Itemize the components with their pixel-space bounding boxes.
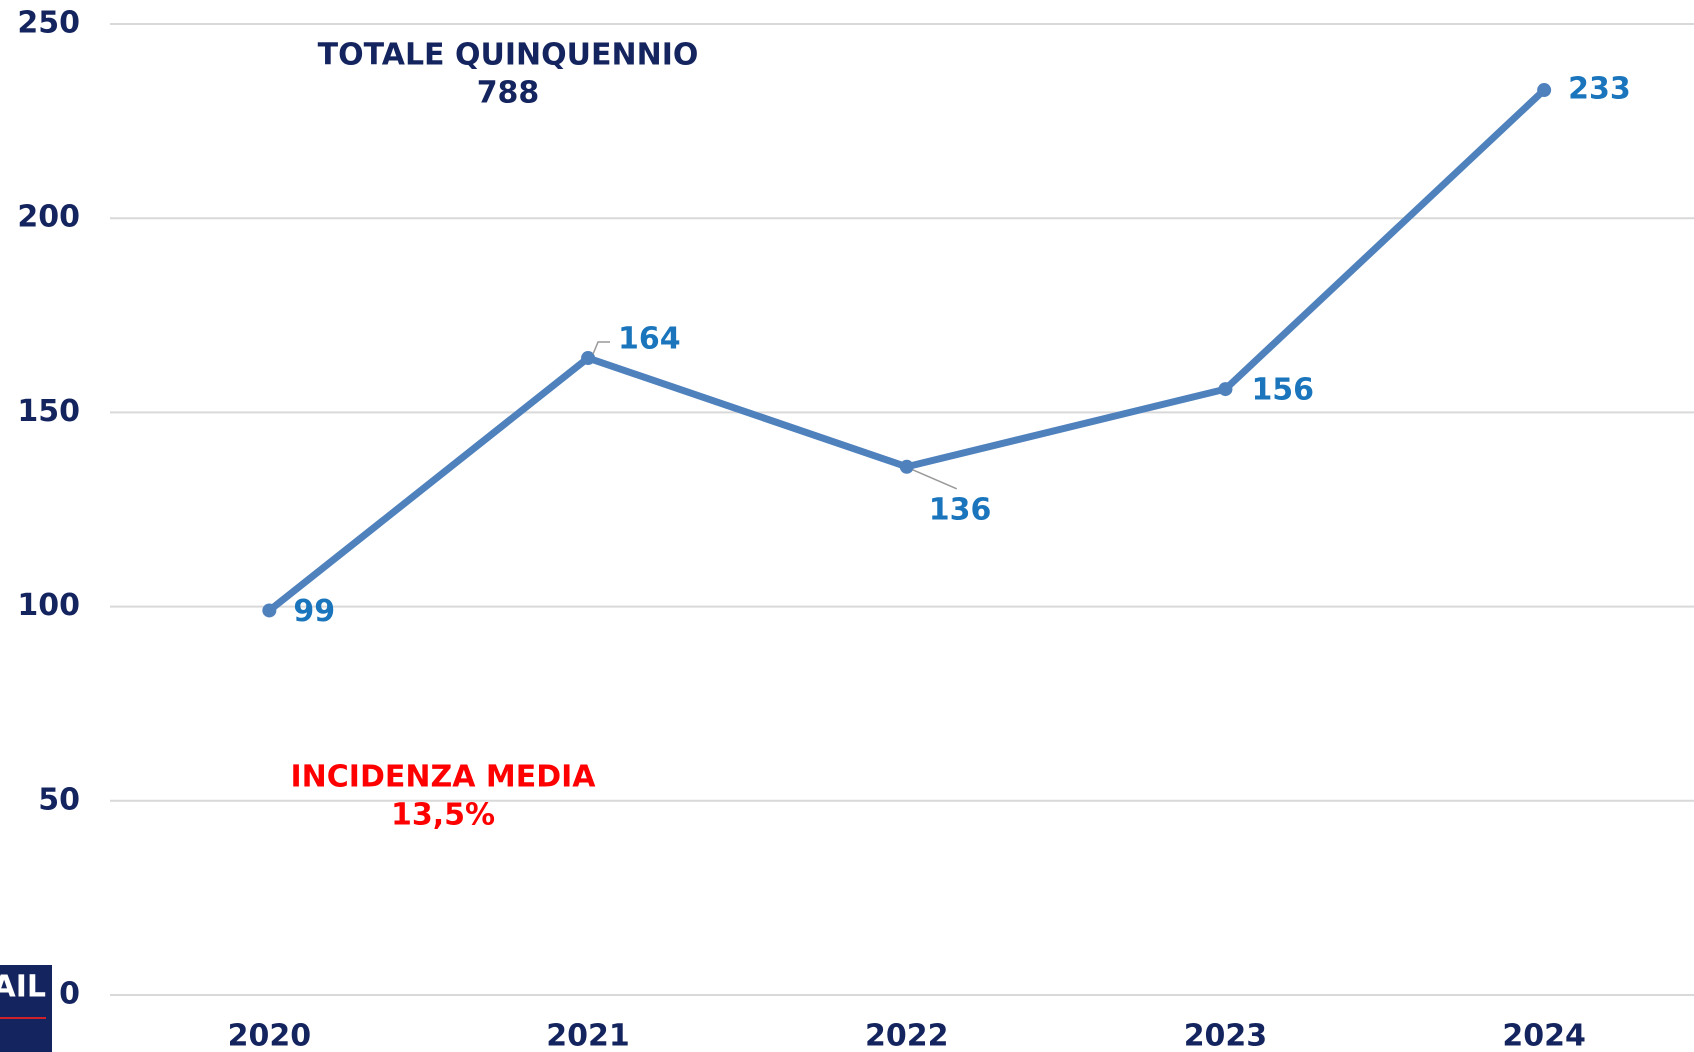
x-tick-label: 2024 bbox=[1502, 1019, 1586, 1052]
y-tick-label: 200 bbox=[17, 200, 80, 235]
data-label: 136 bbox=[929, 492, 992, 527]
x-tick-label: 2022 bbox=[865, 1019, 949, 1052]
data-label: 164 bbox=[618, 322, 681, 357]
data-label: 233 bbox=[1568, 72, 1631, 107]
leader-line bbox=[592, 341, 611, 355]
logo-box bbox=[0, 965, 52, 1052]
annotation-value: 13,5% bbox=[391, 798, 495, 833]
y-tick-label: 150 bbox=[17, 394, 80, 429]
point bbox=[581, 351, 596, 366]
x-tick-label: 2021 bbox=[546, 1019, 630, 1052]
annotation-title: TOTALE QUINQUENNIO bbox=[318, 38, 699, 73]
point bbox=[1537, 83, 1552, 98]
annotation-value: 788 bbox=[477, 76, 540, 111]
x-tick-label: 2020 bbox=[228, 1019, 312, 1052]
point bbox=[1218, 382, 1233, 397]
data-label: 99 bbox=[293, 594, 335, 629]
x-tick-label: 2023 bbox=[1184, 1019, 1268, 1052]
y-tick-label: 50 bbox=[38, 782, 80, 817]
y-tick-label: 250 bbox=[17, 6, 80, 41]
y-tick-label: 0 bbox=[59, 977, 80, 1012]
y-tick-label: 100 bbox=[17, 588, 80, 623]
point bbox=[899, 459, 914, 474]
logo-text: AIL bbox=[0, 970, 46, 1005]
data-label: 156 bbox=[1251, 373, 1314, 408]
annotation-title: INCIDENZA MEDIA bbox=[291, 760, 597, 795]
line bbox=[267, 87, 1547, 614]
point bbox=[262, 603, 277, 618]
leader-line bbox=[912, 469, 958, 490]
